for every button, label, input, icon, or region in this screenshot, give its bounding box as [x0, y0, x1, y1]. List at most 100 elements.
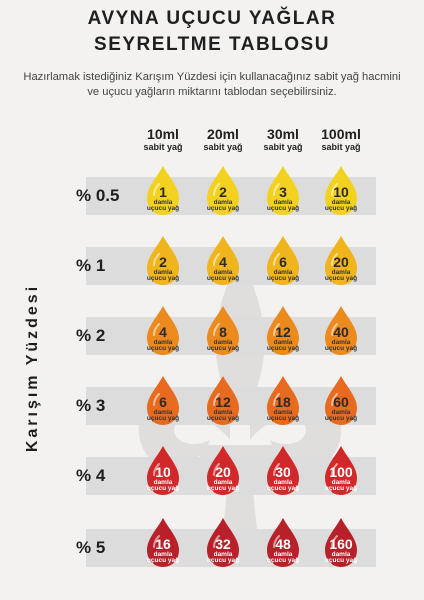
drop-unit-sub: uçucu yağ [146, 275, 180, 282]
drop-count: 30 [275, 464, 291, 480]
drop-unit: damla [213, 339, 233, 346]
drop-icon [267, 518, 299, 567]
drop-icon [147, 306, 179, 355]
drop-unit-sub: uçucu yağ [324, 485, 358, 492]
drop-cell: 3 damla uçucu yağ [263, 165, 303, 217]
row-label: % 2 [76, 326, 106, 345]
drop-count: 40 [333, 324, 349, 340]
drop-count: 12 [275, 324, 291, 340]
drop-icon [267, 446, 299, 495]
drop-cell: 4 damla uçucu yağ [203, 235, 243, 287]
subtitle: Hazırlamak istediğiniz Karışım Yüzdesi i… [23, 71, 401, 98]
drop-unit-sub: uçucu yağ [206, 205, 240, 212]
axis-label-text: Karışım Yüzdesi [24, 283, 41, 453]
column-volume: 30ml [267, 126, 299, 142]
column-subtitle: sabit yağ [321, 142, 361, 152]
drop-icon [267, 376, 299, 425]
drop-count: 3 [279, 184, 287, 200]
drop-unit: damla [273, 551, 293, 558]
drop-cell: 10 damla uçucu yağ [143, 445, 183, 497]
drop-icon [207, 446, 239, 495]
drop-unit-sub: uçucu yağ [146, 485, 180, 492]
drop-unit-sub: uçucu yağ [146, 557, 180, 564]
drop-unit: damla [273, 269, 293, 276]
title-line-2: SEYRELTME TABLOSU [94, 34, 330, 55]
drop-icon [147, 376, 179, 425]
drop-unit: damla [153, 479, 173, 486]
drop-cell: 12 damla uçucu yağ [203, 375, 243, 427]
drop-cell: 4 damla uçucu yağ [143, 305, 183, 357]
column-subtitle: sabit yağ [263, 142, 303, 152]
drop-icon [207, 236, 239, 285]
drop-count: 32 [215, 536, 231, 552]
drop-unit-sub: uçucu yağ [206, 415, 240, 422]
column-volume: 100ml [321, 126, 361, 142]
drop-icon [267, 166, 299, 215]
drop-icon [207, 166, 239, 215]
row-label: % 3 [76, 396, 106, 415]
drop-cell: 2 damla uçucu yağ [143, 235, 183, 287]
drop-unit: damla [331, 339, 351, 346]
drop-icon [207, 518, 239, 567]
drop-cell: 12 damla uçucu yağ [263, 305, 303, 357]
drop-count: 1 [159, 184, 167, 200]
drop-unit: damla [153, 339, 173, 346]
drop-unit-sub: uçucu yağ [324, 415, 358, 422]
drop-unit-sub: uçucu yağ [324, 345, 358, 352]
drop-unit: damla [331, 479, 351, 486]
row-label: % 1 [76, 256, 106, 275]
drop-unit: damla [331, 269, 351, 276]
column-subtitle: sabit yağ [203, 142, 243, 152]
drop-unit: damla [273, 339, 293, 346]
drop-icon [207, 376, 239, 425]
drop-icon [325, 446, 357, 495]
drop-icon [147, 236, 179, 285]
drop-icon [267, 306, 299, 355]
drop-icon [325, 236, 357, 285]
drop-count: 6 [279, 254, 287, 270]
drop-icon [325, 376, 357, 425]
drop-unit-sub: uçucu yağ [146, 345, 180, 352]
drop-unit-sub: uçucu yağ [266, 345, 300, 352]
drop-icon [325, 306, 357, 355]
drop-unit-sub: uçucu yağ [266, 485, 300, 492]
drop-count: 10 [155, 464, 171, 480]
drop-count: 100 [329, 464, 353, 480]
drop-unit: damla [331, 199, 351, 206]
drop-unit-sub: uçucu yağ [324, 205, 358, 212]
drop-unit-sub: uçucu yağ [206, 485, 240, 492]
column-header: 100ml sabit yağ [311, 126, 371, 152]
drop-unit: damla [331, 551, 351, 558]
drop-unit-sub: uçucu yağ [324, 557, 358, 564]
column-volume: 10ml [147, 126, 179, 142]
drop-count: 20 [215, 464, 231, 480]
page-title: AVYNA UÇUCU YAĞLAR SEYRELTME TABLOSU [0, 6, 424, 58]
drop-icon [147, 166, 179, 215]
drop-count: 60 [333, 394, 349, 410]
drop-cell: 20 damla uçucu yağ [203, 445, 243, 497]
drop-count: 8 [219, 324, 227, 340]
drop-unit-sub: uçucu yağ [206, 557, 240, 564]
drop-cell: 6 damla uçucu yağ [143, 375, 183, 427]
column-subtitle: sabit yağ [143, 142, 183, 152]
drop-count: 16 [155, 536, 171, 552]
drop-unit: damla [273, 409, 293, 416]
drop-cell: 160 damla uçucu yağ [321, 517, 361, 569]
row-label: % 0.5 [76, 186, 120, 205]
drop-unit: damla [153, 409, 173, 416]
drop-cell: 48 damla uçucu yağ [263, 517, 303, 569]
drop-unit-sub: uçucu yağ [146, 415, 180, 422]
drop-icon [147, 446, 179, 495]
drop-unit-sub: uçucu yağ [266, 275, 300, 282]
drop-cell: 32 damla uçucu yağ [203, 517, 243, 569]
drop-count: 12 [215, 394, 231, 410]
drop-icon [325, 166, 357, 215]
drop-cell: 40 damla uçucu yağ [321, 305, 361, 357]
drop-count: 2 [219, 184, 227, 200]
drop-unit-sub: uçucu yağ [266, 557, 300, 564]
drop-count: 10 [333, 184, 349, 200]
drop-cell: 18 damla uçucu yağ [263, 375, 303, 427]
drop-count: 4 [219, 254, 227, 270]
drop-count: 160 [329, 536, 353, 552]
drop-icon [267, 236, 299, 285]
